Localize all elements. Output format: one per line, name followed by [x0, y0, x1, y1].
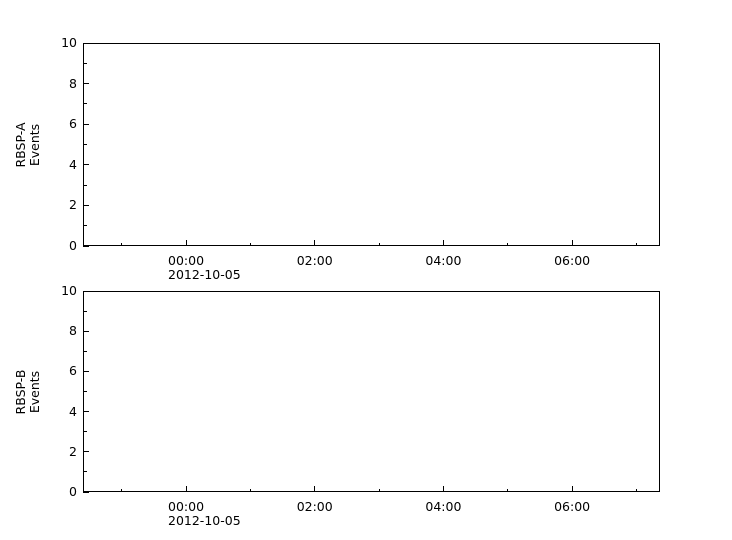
x-tick-minor — [378, 488, 380, 492]
y-tick-minor — [83, 225, 87, 227]
y-axis-title-rbsp-a: RBSP-A Events — [13, 115, 42, 175]
y-tick-label: 4 — [69, 156, 77, 172]
x-tick-minor — [121, 242, 123, 246]
y-tick-minor — [83, 431, 87, 433]
y-tick-major — [83, 83, 89, 85]
y-axis-title-line2: Events — [27, 123, 42, 166]
y-tick-major — [83, 164, 89, 166]
x-tick-label: 00:00 2012-10-05 — [168, 500, 241, 528]
y-tick-minor — [83, 391, 87, 392]
x-tick-minor — [249, 242, 251, 246]
y-tick-minor — [83, 184, 87, 186]
y-tick-major — [83, 290, 89, 292]
x-tick-major — [442, 240, 444, 246]
y-tick-label: 6 — [69, 363, 77, 379]
y-tick-minor — [83, 471, 87, 473]
x-tick-time: 00:00 — [168, 499, 205, 514]
y-tick-major — [83, 370, 89, 372]
plot-panel-rbsp-b — [83, 291, 660, 492]
x-axis-date-label: 2012-10-05 — [168, 267, 241, 282]
x-tick-minor — [635, 488, 637, 492]
y-tick-label: 0 — [69, 483, 77, 499]
x-tick-label: 04:00 — [425, 500, 461, 514]
y-tick-major — [83, 204, 89, 206]
y-tick-label: 2 — [69, 197, 77, 213]
x-tick-minor — [249, 488, 251, 492]
y-tick-label: 8 — [69, 322, 77, 338]
y-tick-label: 10 — [61, 34, 77, 50]
y-axis-title-line2: Events — [27, 370, 42, 413]
x-tick-label: 06:00 — [554, 500, 590, 514]
x-tick-major — [314, 486, 316, 492]
x-tick-minor — [507, 242, 509, 246]
y-tick-minor — [83, 103, 87, 105]
x-tick-time: 00:00 — [168, 253, 205, 268]
x-tick-major — [571, 486, 573, 492]
y-tick-major — [83, 330, 89, 332]
y-tick-label: 4 — [69, 403, 77, 419]
y-tick-label: 8 — [69, 75, 77, 91]
x-tick-label: 06:00 — [554, 254, 590, 268]
y-tick-minor — [83, 350, 87, 352]
x-tick-label: 04:00 — [425, 254, 461, 268]
x-tick-major — [314, 240, 316, 246]
y-axis-title-line1: RBSP-B — [13, 369, 28, 414]
x-tick-time: 04:00 — [425, 499, 462, 514]
y-tick-label: 2 — [69, 443, 77, 459]
y-tick-major — [83, 491, 89, 493]
y-tick-major — [83, 123, 89, 125]
y-tick-label: 6 — [69, 115, 77, 131]
x-tick-time: 04:00 — [425, 253, 462, 268]
x-axis-date-label: 2012-10-05 — [168, 513, 241, 528]
y-tick-major — [83, 411, 89, 413]
x-tick-major — [571, 240, 573, 246]
y-tick-label: 10 — [61, 282, 77, 298]
y-axis-title-line1: RBSP-A — [13, 121, 28, 168]
x-tick-time: 06:00 — [554, 499, 591, 514]
x-tick-major — [185, 240, 187, 246]
x-tick-time: 02:00 — [296, 499, 333, 514]
x-tick-major — [185, 486, 187, 492]
y-axis-title-rbsp-b: RBSP-B Events — [13, 362, 42, 422]
y-tick-minor — [83, 62, 87, 64]
x-tick-minor — [507, 488, 509, 492]
x-tick-label: 00:00 2012-10-05 — [168, 254, 241, 282]
plot-panel-rbsp-a — [83, 43, 660, 246]
y-tick-minor — [83, 144, 87, 145]
x-tick-minor — [121, 488, 123, 492]
x-tick-time: 06:00 — [554, 253, 591, 268]
x-tick-minor — [635, 242, 637, 246]
y-tick-major — [83, 42, 89, 44]
x-tick-major — [442, 486, 444, 492]
x-tick-label: 02:00 — [297, 500, 333, 514]
x-tick-minor — [378, 242, 380, 246]
y-tick-label: 0 — [69, 237, 77, 253]
y-tick-minor — [83, 310, 87, 312]
y-tick-major — [83, 245, 89, 247]
x-tick-label: 02:00 — [297, 254, 333, 268]
x-tick-time: 02:00 — [296, 253, 333, 268]
y-tick-major — [83, 451, 89, 453]
